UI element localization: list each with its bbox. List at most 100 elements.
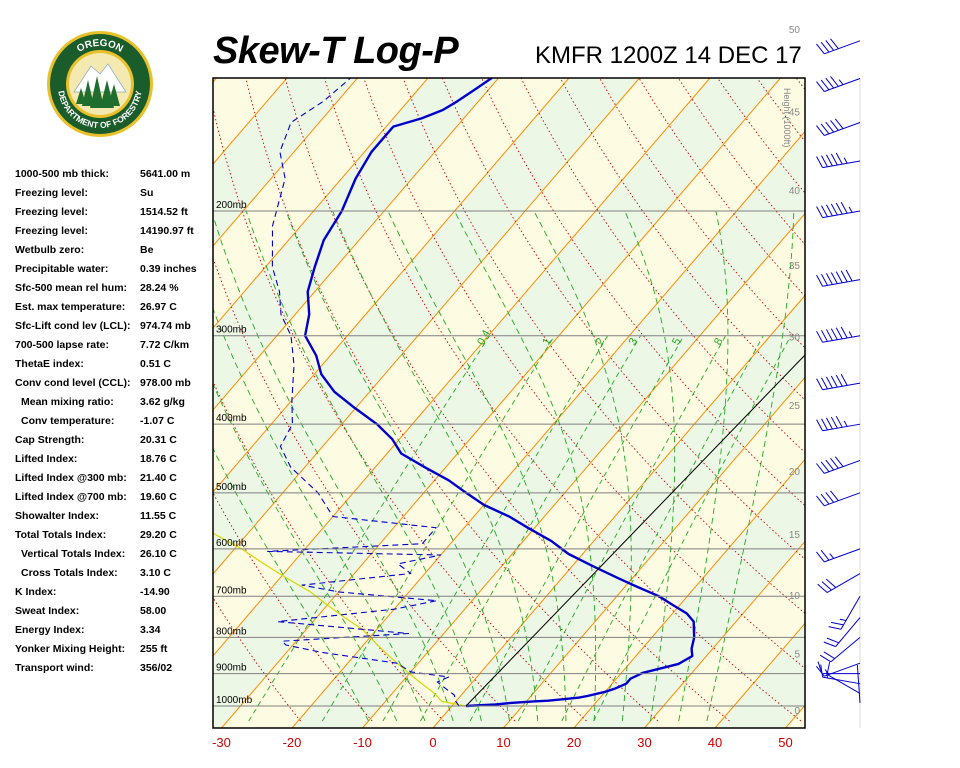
stat-row: Conv temperature: -1.07 C <box>15 415 215 434</box>
isotherm-line <box>0 78 76 728</box>
height-tick-label: 40 <box>789 186 801 197</box>
wind-barb <box>816 662 861 677</box>
x-tick-label: 30 <box>637 735 651 750</box>
wind-barb-full <box>816 378 824 390</box>
pressure-label: 700mb <box>216 585 247 596</box>
stat-value: 5641.00 m <box>140 168 191 180</box>
stat-label: Cross Totals Index: <box>21 567 118 579</box>
isotherm-line <box>432 294 805 728</box>
wind-barb-full <box>830 38 839 49</box>
stat-row: Lifted Index: 18.76 C <box>15 453 215 472</box>
stat-value: 26.97 C <box>140 301 177 313</box>
stat-label: Mean mixing ratio: <box>21 396 114 408</box>
stat-label: Freezing level: <box>15 206 88 218</box>
isotherm-line <box>0 78 5 728</box>
stat-label: Sfc-500 mean rel hum: <box>15 282 128 294</box>
wind-barb-full <box>825 459 835 471</box>
dry-adiabat <box>213 492 373 722</box>
wind-barb-full <box>816 43 825 55</box>
stat-row: K Index: -14.90 <box>15 586 215 605</box>
oregon-forestry-logo: OREGON DEPARTMENT OF FORESTRY <box>47 31 153 137</box>
sounding-indices-panel: 1000-500 mb thick: 5641.00 m Freezing leve… <box>15 168 215 681</box>
wind-barb-full <box>835 202 843 215</box>
parcel-line <box>213 532 467 707</box>
wind-barb-full <box>834 456 844 467</box>
wind-barb-full <box>820 549 830 561</box>
stat-row: Wetbulb zero: Be <box>15 244 215 263</box>
isotherm-line <box>213 78 429 329</box>
dry-adiabat <box>213 106 587 722</box>
wind-barb-full <box>830 328 838 340</box>
wind-barb-full <box>830 490 839 501</box>
stat-value: 356/02 <box>140 662 173 674</box>
isotherm-line <box>291 130 805 728</box>
x-tick-label: 0 <box>429 735 436 750</box>
stat-row: Energy Index: 3.34 <box>15 624 215 643</box>
stat-label: Yonker Mixing Height: <box>15 643 126 655</box>
wind-barb-full <box>820 41 830 53</box>
wind-barb-full <box>821 581 832 591</box>
wind-barb-shaft <box>822 279 861 287</box>
wind-barb-full <box>820 79 830 91</box>
wind-barb-shaft <box>824 459 861 474</box>
wind-barb-full <box>823 651 835 660</box>
stat-row: Transport wind: 356/02 <box>15 662 215 681</box>
stat-label: K Index: <box>15 586 57 598</box>
wind-barb-half <box>838 79 844 85</box>
isotherm-band <box>0 78 76 728</box>
pressure-label: 300mb <box>216 325 247 336</box>
isotherm-line <box>644 540 805 728</box>
moist-adiabat <box>213 383 398 722</box>
stat-row: Lifted Index @300 mb: 21.40 C <box>15 472 215 491</box>
wind-barb-full <box>825 204 833 217</box>
wind-barb-full <box>835 415 843 428</box>
height-tick-label: 20 <box>789 467 801 478</box>
wind-barb-full <box>830 458 839 469</box>
wind-barb <box>816 118 861 136</box>
pressure-label: 200mb <box>216 200 247 211</box>
height-tick-label: 25 <box>789 401 801 412</box>
stat-row: Lifted Index @700 mb: 19.60 C <box>15 491 215 510</box>
wind-barb <box>828 596 861 630</box>
wind-barb-full <box>825 77 835 89</box>
stat-value: 20.31 C <box>140 434 177 446</box>
isotherm-line <box>213 78 217 83</box>
moist-adiabat <box>624 210 676 722</box>
wind-barb-half <box>843 157 848 164</box>
mixing-ratio-label: 3 <box>627 336 640 347</box>
stat-value: 28.24 % <box>140 282 179 294</box>
stat-label: Conv cond level (CCL): <box>15 377 131 389</box>
isotherm-line <box>573 458 805 728</box>
wind-barb <box>816 548 861 563</box>
wind-barb-shaft <box>826 573 861 593</box>
wind-barb <box>817 573 861 593</box>
stat-value: 974.74 mb <box>140 320 191 332</box>
stat-row: Cap Strength: 20.31 C <box>15 434 215 453</box>
wind-barb-half <box>848 331 853 338</box>
isotherm-line <box>0 78 146 728</box>
height-tick-label: 0 <box>794 706 800 717</box>
moist-adiabat <box>706 210 795 722</box>
mixing-ratio-label: 5 <box>670 336 683 347</box>
stat-label: Vertical Totals Index: <box>21 548 126 560</box>
wind-barb-full <box>821 418 828 431</box>
wind-barb-full <box>840 270 848 283</box>
stat-row: 700-500 lapse rate: 7.72 C/km <box>15 339 215 358</box>
wind-barb-full <box>821 377 828 390</box>
wind-barb-full <box>823 641 836 648</box>
stat-value: 978.00 mb <box>140 377 191 389</box>
stat-value: -14.90 <box>140 586 170 598</box>
stat-label: Lifted Index: <box>15 453 78 465</box>
isotherm-band <box>213 78 217 83</box>
wind-barb <box>816 269 861 287</box>
wind-barb <box>816 38 861 55</box>
height-axis-label: Height (1000ft) <box>782 88 792 148</box>
wind-barbs <box>816 38 861 703</box>
wind-barb-full <box>816 551 825 563</box>
wind-barb-full <box>825 492 835 503</box>
wind-barb-full <box>825 40 835 51</box>
wind-barb-half <box>839 618 847 622</box>
wind-barb-full <box>816 665 825 677</box>
wind-barb-full <box>825 417 833 430</box>
wind-barb-full <box>819 654 832 663</box>
